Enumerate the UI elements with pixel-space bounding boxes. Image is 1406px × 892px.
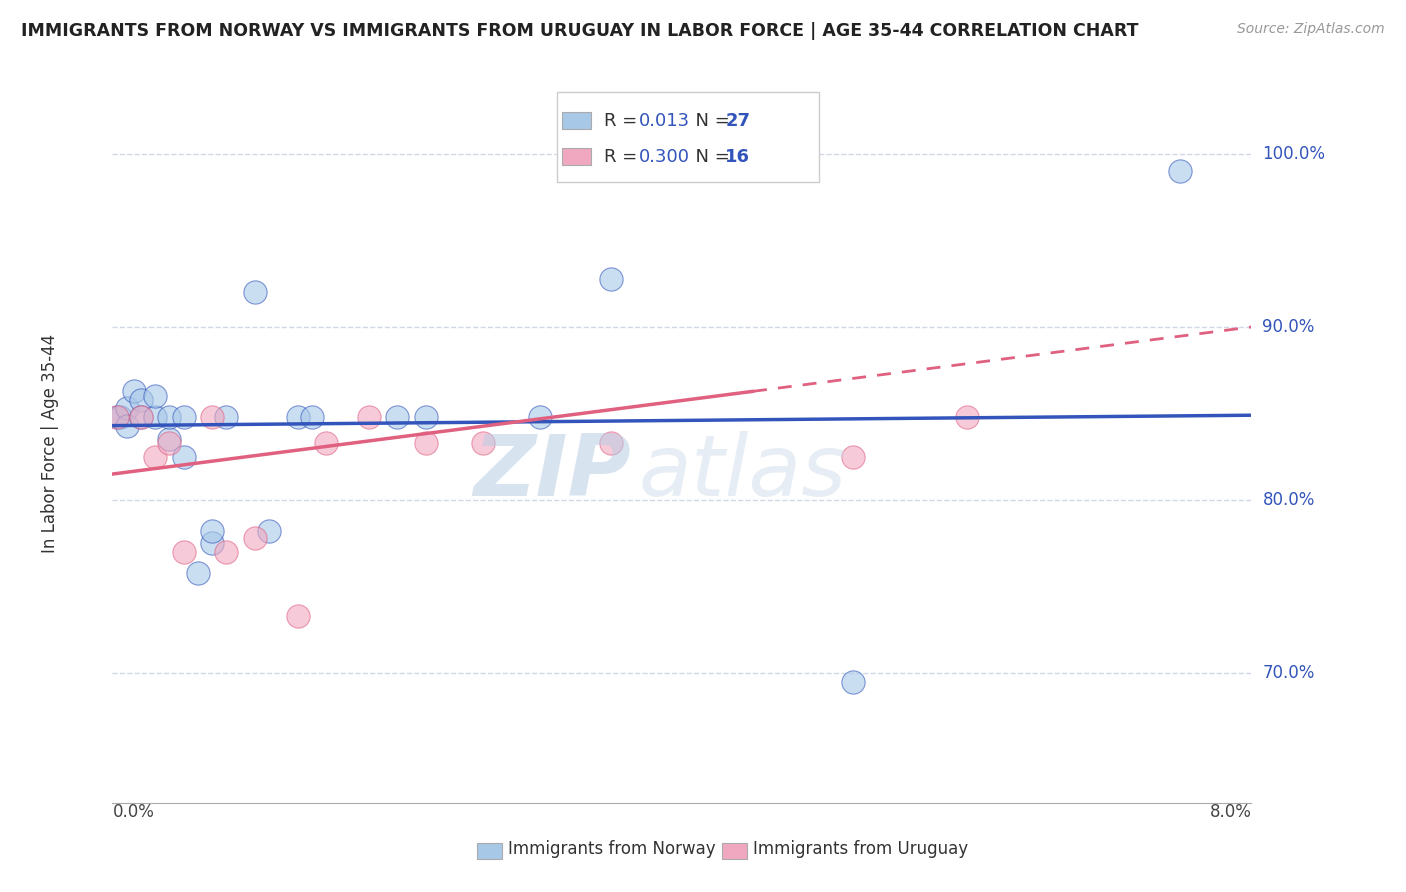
Text: 90.0%: 90.0% (1263, 318, 1315, 336)
Point (599, 436, 621, 450)
Text: Source: ZipAtlas.com: Source: ZipAtlas.com (1237, 22, 1385, 37)
Point (215, 545, 238, 559)
Point (841, 450, 863, 464)
Point (529, 409, 551, 424)
Point (143, 409, 166, 424)
Point (143, 450, 166, 464)
Point (159, 433, 180, 447)
Point (956, 409, 979, 424)
Point (105, 409, 128, 424)
Point (243, 285, 266, 300)
Point (159, 409, 180, 424)
FancyBboxPatch shape (562, 112, 591, 129)
Point (129, 392, 152, 407)
Point (385, 409, 409, 424)
Point (301, 409, 323, 424)
Text: IMMIGRANTS FROM NORWAY VS IMMIGRANTS FROM URUGUAY IN LABOR FORCE | AGE 35-44 COR: IMMIGRANTS FROM NORWAY VS IMMIGRANTS FRO… (21, 22, 1139, 40)
Text: atlas: atlas (638, 431, 846, 514)
Point (173, 409, 195, 424)
Text: 16: 16 (725, 147, 751, 166)
Point (201, 536, 224, 550)
Point (122, 384, 145, 398)
Point (215, 409, 238, 424)
Point (115, 418, 138, 433)
Point (841, 674, 863, 689)
Text: Immigrants from Norway: Immigrants from Norway (508, 840, 716, 858)
Point (315, 436, 337, 450)
Point (357, 409, 380, 424)
Text: N =: N = (685, 147, 735, 166)
Text: N =: N = (685, 112, 735, 129)
Point (173, 545, 195, 559)
Text: ZIP: ZIP (472, 431, 631, 514)
Point (257, 524, 280, 538)
Text: In Labor Force | Age 35-44: In Labor Force | Age 35-44 (41, 334, 59, 553)
Point (129, 409, 152, 424)
Text: 0.013: 0.013 (638, 112, 690, 129)
Point (1168, 164, 1191, 178)
Point (105, 409, 128, 424)
Point (201, 409, 224, 424)
FancyBboxPatch shape (721, 843, 747, 859)
Point (243, 531, 266, 545)
Text: 0.300: 0.300 (638, 147, 689, 166)
Point (159, 436, 180, 450)
FancyBboxPatch shape (562, 148, 591, 165)
Text: R =: R = (605, 147, 644, 166)
Point (471, 436, 494, 450)
Point (173, 450, 195, 464)
Text: 0.0%: 0.0% (112, 803, 155, 821)
Text: R =: R = (605, 112, 644, 129)
FancyBboxPatch shape (557, 92, 818, 182)
Text: 27: 27 (725, 112, 751, 129)
Point (143, 389, 166, 403)
Text: 80.0%: 80.0% (1263, 491, 1315, 509)
Text: 100.0%: 100.0% (1263, 145, 1326, 163)
Point (599, 271, 621, 285)
Point (129, 409, 152, 424)
Point (287, 609, 309, 624)
Point (115, 401, 138, 416)
Point (108, 409, 131, 424)
Point (201, 524, 224, 538)
Text: 8.0%: 8.0% (1209, 803, 1251, 821)
Text: Immigrants from Uruguay: Immigrants from Uruguay (752, 840, 967, 858)
Point (415, 436, 437, 450)
FancyBboxPatch shape (477, 843, 502, 859)
Point (287, 409, 309, 424)
Point (187, 566, 209, 580)
Text: 70.0%: 70.0% (1263, 664, 1315, 682)
Point (415, 409, 437, 424)
